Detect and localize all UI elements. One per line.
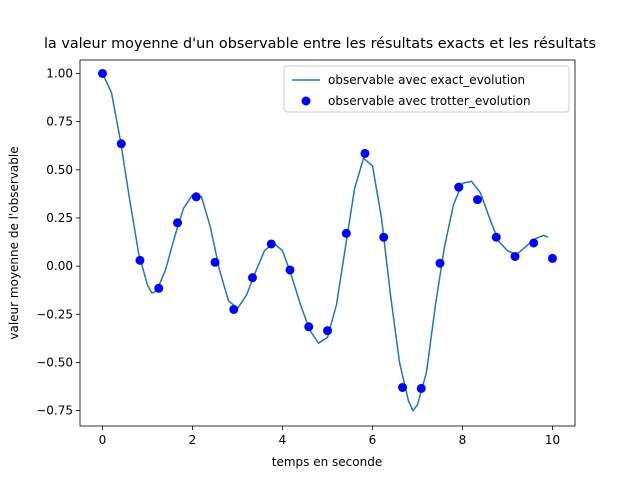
data-point — [191, 192, 201, 202]
y-tick-label: −0.25 — [36, 307, 73, 321]
x-tick-label: 0 — [99, 433, 107, 447]
plot-frame — [79, 59, 576, 427]
y-tick-label: 0.00 — [46, 259, 73, 273]
data-point — [304, 322, 314, 332]
data-point — [379, 232, 389, 242]
legend-label: observable avec exact_evolution — [328, 73, 525, 87]
data-point — [285, 265, 295, 275]
data-point — [98, 68, 107, 78]
data-point — [116, 139, 126, 149]
legend-swatch — [301, 96, 311, 106]
data-point — [454, 182, 464, 192]
data-point — [173, 218, 183, 228]
data-point — [341, 228, 351, 238]
data-point — [247, 273, 257, 283]
data-point — [323, 326, 332, 336]
y-axis-label: valeur moyenne de l'observable — [7, 146, 21, 339]
data-point — [529, 238, 539, 248]
data-point — [266, 239, 276, 249]
data-point — [491, 232, 501, 242]
x-axis-label: temps en seconde — [272, 455, 382, 469]
data-line — [101, 73, 549, 413]
y-tick-label: 0.75 — [46, 115, 73, 129]
data-point — [472, 195, 482, 205]
y-tick-label: 1.00 — [46, 66, 73, 80]
y-tick-label: −0.75 — [36, 404, 73, 418]
data-point — [398, 382, 408, 392]
x-tick-label: 2 — [189, 433, 197, 447]
data-point — [510, 251, 520, 261]
data-point — [154, 283, 164, 293]
data-point — [229, 304, 239, 314]
y-tick-label: 0.50 — [46, 163, 73, 177]
data-point — [416, 383, 426, 393]
data-point — [360, 148, 370, 158]
y-tick-label: 0.25 — [46, 211, 73, 225]
legend-label: observable avec trotter_evolution — [328, 94, 531, 108]
x-tick-label: 10 — [545, 433, 560, 447]
data-point — [435, 258, 445, 268]
data-point — [135, 255, 145, 265]
y-tick-label: −0.50 — [36, 355, 73, 369]
chart-title: la valeur moyenne d'un observable entre … — [44, 36, 596, 52]
x-tick-label: 4 — [279, 433, 287, 447]
legend-box — [283, 65, 570, 113]
x-tick-label: 6 — [369, 433, 377, 447]
x-tick-label: 8 — [459, 433, 467, 447]
data-point — [210, 257, 220, 267]
data-point — [548, 253, 557, 263]
